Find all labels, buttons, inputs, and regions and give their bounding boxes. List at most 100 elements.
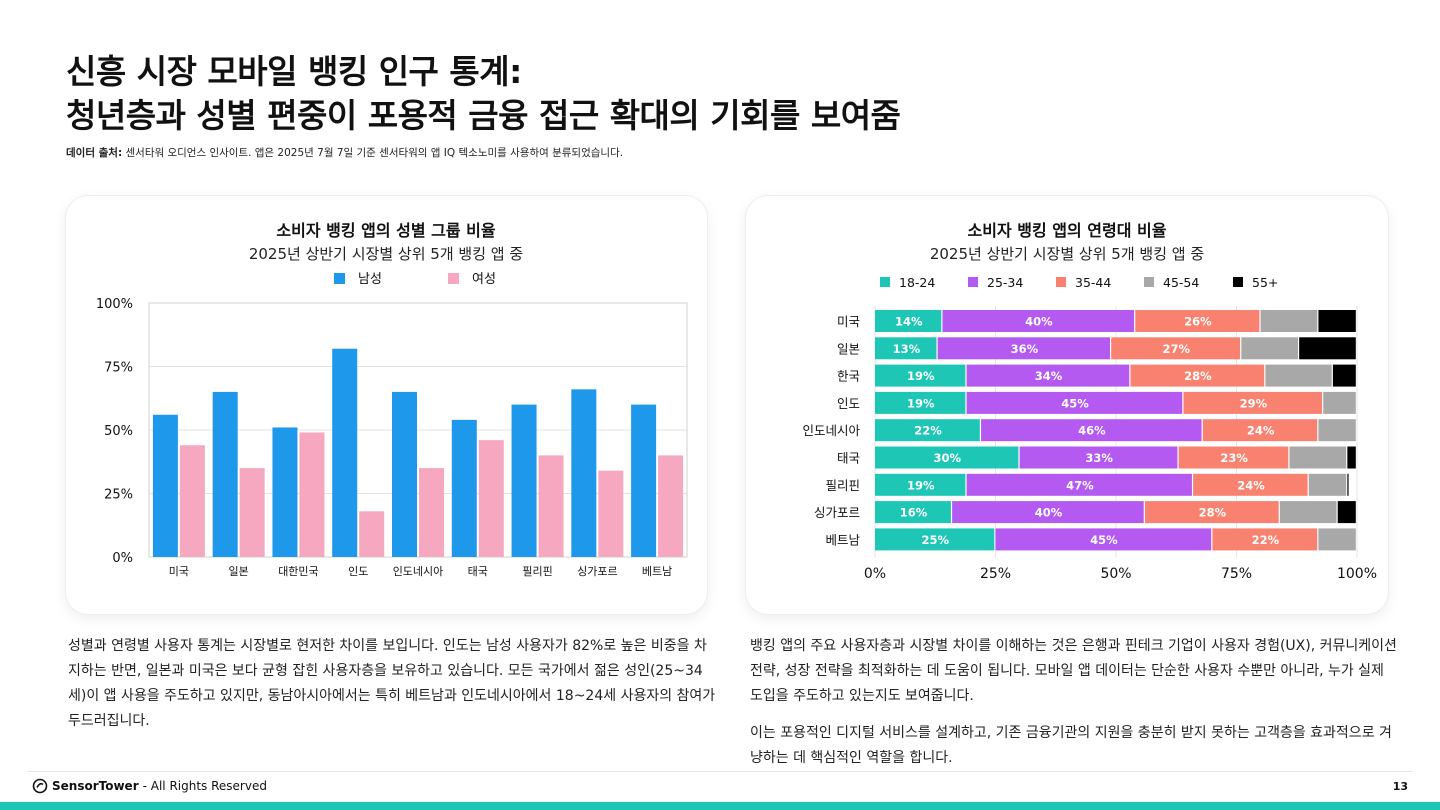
bar-segment-5-4 <box>1347 446 1356 469</box>
footer: SensorTower - All Rights Reserved <box>32 778 267 794</box>
body-right-paragraph-2: 이는 포용적인 디지털 서비스를 설계하고, 기존 금융기관의 지원을 충분히 … <box>750 725 1392 766</box>
bar-female-8 <box>658 455 684 557</box>
age-chart-card: 소비자 뱅킹 앱의 연령대 비율 2025년 상반기 시장별 상위 5개 뱅킹 앱… <box>746 196 1388 614</box>
bar-segment-6-1 <box>966 473 1192 496</box>
y-tick-label-3: 75% <box>104 361 133 376</box>
bar-segment-4-3 <box>1318 419 1356 442</box>
legend-label-0: 18-24 <box>899 275 935 290</box>
data-label-5-2: 23% <box>1220 451 1248 465</box>
bar-female-1 <box>239 468 265 557</box>
bar-male-6 <box>511 404 537 557</box>
bar-male-5 <box>451 419 477 557</box>
legend-swatch-2 <box>1056 277 1066 287</box>
bar-male-3 <box>332 348 358 557</box>
y-tick-label-2: 50% <box>104 424 133 439</box>
chart-title: 소비자 뱅킹 앱의 성별 그룹 비율 <box>276 221 495 240</box>
legend-label-0: 남성 <box>358 272 382 287</box>
body-left-paragraph: 성별과 연령별 사용자 통계는 시장별로 현저한 차이를 보입니다. 인도는 남… <box>68 638 716 729</box>
data-label-4-1: 46% <box>1078 424 1106 438</box>
data-label-8-1: 45% <box>1090 533 1118 547</box>
page-title-line-2: 청년층과 성별 편중이 포용적 금융 접근 확대의 기회를 보여줌 <box>66 96 901 135</box>
data-label-5-0: 30% <box>934 451 962 465</box>
data-label-1-2: 27% <box>1162 342 1190 356</box>
bar-segment-1-3 <box>1241 337 1298 360</box>
data-label-0-1: 40% <box>1025 315 1053 329</box>
data-label-2-2: 28% <box>1184 369 1212 383</box>
bar-female-6 <box>538 455 564 557</box>
y-tick-label-0: 미국 <box>837 314 860 329</box>
bar-segment-7-4 <box>1337 501 1356 524</box>
data-label-3-0: 19% <box>907 396 935 410</box>
page-title: 신흥 시장 모바일 뱅킹 인구 통계: 청년층과 성별 편중이 포용적 금융 접… <box>66 50 1386 138</box>
x-tick-label-5: 태국 <box>468 565 488 578</box>
x-tick-label-2: 50% <box>1100 566 1131 582</box>
data-label-1-1: 36% <box>1011 342 1039 356</box>
data-label-2-1: 34% <box>1035 369 1063 383</box>
bar-segment-3-1 <box>966 391 1183 414</box>
bar-segment-3-0 <box>875 391 966 414</box>
bar-segment-2-1 <box>966 364 1130 387</box>
bar-male-1 <box>212 391 238 557</box>
data-label-6-2: 24% <box>1237 478 1265 492</box>
bar-segment-7-0 <box>875 501 951 524</box>
data-label-3-1: 45% <box>1061 396 1089 410</box>
y-tick-label-4: 100% <box>96 297 133 312</box>
x-tick-label-0: 0% <box>864 566 886 582</box>
bar-segment-4-0 <box>875 419 980 442</box>
bar-segment-0-0 <box>875 310 942 332</box>
bar-segment-3-3 <box>1323 391 1356 414</box>
data-label-8-0: 25% <box>921 533 949 547</box>
bar-segment-1-1 <box>937 337 1110 360</box>
page-title-line-1: 신흥 시장 모바일 뱅킹 인구 통계: <box>66 52 522 91</box>
bar-segment-4-1 <box>981 419 1202 442</box>
age-chart: 소비자 뱅킹 앱의 연령대 비율 2025년 상반기 시장별 상위 5개 뱅킹 앱… <box>802 221 1377 582</box>
bar-segment-2-2 <box>1130 364 1265 387</box>
bar-segment-2-4 <box>1332 364 1356 387</box>
gender-chart: 소비자 뱅킹 앱의 성별 그룹 비율 2025년 상반기 시장별 상위 5개 뱅킹… <box>96 221 688 578</box>
data-label-3-2: 29% <box>1240 396 1268 410</box>
legend-label-1: 25-34 <box>987 275 1023 290</box>
footer-divider <box>28 771 1412 772</box>
x-tick-label-6: 필리핀 <box>522 565 552 578</box>
data-label-0-0: 14% <box>895 315 923 329</box>
x-tick-label-8: 베트남 <box>642 565 672 578</box>
y-tick-label-2: 한국 <box>837 369 860 384</box>
bar-segment-6-2 <box>1193 473 1308 496</box>
bar-male-7 <box>571 389 597 557</box>
sensortower-logo-icon <box>32 778 48 794</box>
bar-segment-1-0 <box>875 337 937 360</box>
data-source-label: 데이터 출처: <box>66 147 123 159</box>
bar-segment-5-2 <box>1178 446 1289 469</box>
bar-male-8 <box>631 404 657 557</box>
page-number: 13 <box>1392 780 1408 793</box>
y-tick-label-4: 인도네시아 <box>802 423 860 438</box>
chart-subtitle: 2025년 상반기 시장별 상위 5개 뱅킹 앱 중 <box>930 245 1204 263</box>
y-tick-label-5: 태국 <box>837 451 860 466</box>
data-source-text: 센서타워 오디언스 인사이트. 앱은 2025년 7월 7일 기준 센서타워의 … <box>125 147 624 159</box>
bar-segment-0-4 <box>1318 310 1356 332</box>
data-label-8-2: 22% <box>1252 533 1280 547</box>
x-tick-label-4: 100% <box>1337 566 1377 582</box>
bar-female-2 <box>299 432 325 557</box>
y-tick-label-7: 싱가포르 <box>814 505 860 520</box>
bar-segment-6-3 <box>1308 473 1347 496</box>
y-tick-label-3: 인도 <box>837 396 860 411</box>
bar-segment-5-0 <box>875 446 1019 469</box>
bar-male-0 <box>152 414 178 557</box>
data-label-4-2: 24% <box>1247 424 1275 438</box>
bar-segment-0-2 <box>1135 310 1260 332</box>
bar-male-2 <box>272 427 298 557</box>
data-label-1-0: 13% <box>893 342 921 356</box>
bar-segment-0-3 <box>1260 310 1318 332</box>
y-tick-label-6: 필리핀 <box>825 478 860 493</box>
data-label-4-0: 22% <box>914 424 942 438</box>
data-label-2-0: 19% <box>907 369 935 383</box>
y-tick-label-8: 베트남 <box>825 532 860 547</box>
bar-segment-1-4 <box>1299 337 1356 360</box>
y-tick-label-1: 25% <box>104 488 133 503</box>
chart-title: 소비자 뱅킹 앱의 연령대 비율 <box>968 221 1167 240</box>
body-right-paragraph-1: 뱅킹 앱의 주요 사용자층과 시장별 차이를 이해하는 것은 은행과 핀테크 기… <box>750 638 1397 704</box>
legend-swatch-1 <box>448 273 459 284</box>
x-tick-label-1: 일본 <box>229 564 249 578</box>
legend-label-4: 55+ <box>1252 275 1278 290</box>
